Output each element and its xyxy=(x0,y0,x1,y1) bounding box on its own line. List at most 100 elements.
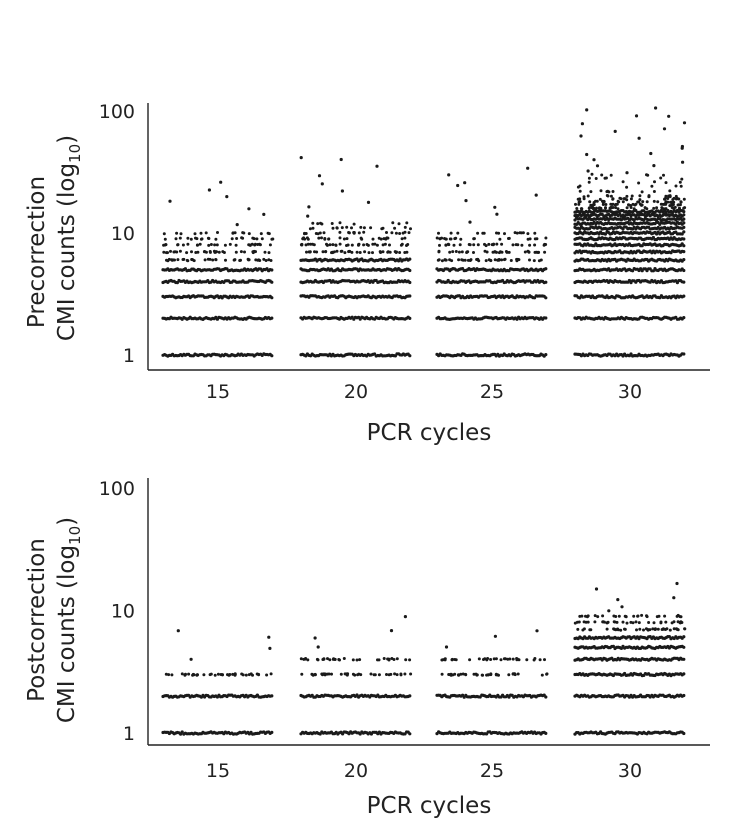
data-point xyxy=(304,657,308,660)
data-point xyxy=(577,620,581,624)
data-point xyxy=(209,672,213,676)
data-point xyxy=(677,206,681,210)
data-point xyxy=(195,673,199,677)
data-point xyxy=(217,250,221,254)
data-point xyxy=(456,231,460,235)
data-point xyxy=(600,173,604,177)
y-axis-label-main: CMI counts (log xyxy=(54,163,80,341)
data-point xyxy=(577,202,581,206)
data-point xyxy=(682,672,686,676)
data-point xyxy=(640,613,644,617)
data-point xyxy=(668,195,672,199)
data-point xyxy=(651,269,656,273)
data-point xyxy=(655,615,659,619)
data-point xyxy=(496,673,500,677)
data-point xyxy=(350,226,353,230)
data-point xyxy=(674,194,678,198)
data-point xyxy=(652,621,656,625)
data-point xyxy=(641,200,645,204)
data-point xyxy=(371,237,375,241)
data-point xyxy=(659,202,663,206)
data-point xyxy=(243,250,246,254)
data-point xyxy=(476,231,480,235)
data-point xyxy=(350,243,354,247)
data-points xyxy=(161,106,687,358)
data-point xyxy=(313,250,316,254)
data-point xyxy=(327,237,331,241)
data-point xyxy=(651,627,655,631)
data-point xyxy=(335,249,339,253)
data-point xyxy=(476,243,480,247)
data-point xyxy=(178,249,182,253)
data-point xyxy=(263,250,267,254)
data-point xyxy=(216,672,220,676)
x-tick-label: 20 xyxy=(344,381,368,403)
data-point xyxy=(435,236,439,240)
data-point xyxy=(611,190,615,193)
data-point xyxy=(400,237,404,241)
data-point xyxy=(408,294,412,298)
data-point xyxy=(377,673,381,677)
data-point xyxy=(506,657,510,661)
data-point xyxy=(544,267,548,271)
data-point xyxy=(680,146,684,150)
data-point xyxy=(608,206,612,210)
data-point xyxy=(592,158,596,162)
data-point xyxy=(682,352,686,356)
y-axis-label-line1: Precorrection xyxy=(24,176,50,328)
data-point xyxy=(605,627,609,631)
data-point xyxy=(382,657,386,660)
data-point xyxy=(487,673,490,677)
data-point xyxy=(601,203,605,206)
data-point xyxy=(408,658,412,662)
data-point xyxy=(190,250,193,254)
data-point xyxy=(631,202,635,206)
data-point xyxy=(391,221,395,225)
data-point xyxy=(682,657,686,661)
data-point xyxy=(322,231,326,235)
data-point xyxy=(494,657,498,661)
data-point xyxy=(306,658,310,662)
data-point xyxy=(664,207,668,211)
y-axis-label-sub: 10 xyxy=(66,526,84,545)
data-point xyxy=(328,658,332,662)
data-point xyxy=(404,658,408,662)
data-point xyxy=(452,243,456,247)
data-point xyxy=(438,237,442,241)
data-point xyxy=(213,250,217,254)
x-tick-label: 15 xyxy=(206,381,230,403)
data-point xyxy=(178,236,182,240)
data-point xyxy=(675,581,679,586)
data-point xyxy=(683,627,687,631)
data-point xyxy=(328,243,332,247)
data-point xyxy=(406,243,410,246)
data-point xyxy=(450,658,454,662)
data-point xyxy=(611,197,615,201)
data-point xyxy=(647,194,651,198)
data-point xyxy=(367,251,371,255)
data-point xyxy=(189,657,193,661)
data-point xyxy=(545,672,549,676)
data-point xyxy=(638,202,642,206)
data-point xyxy=(629,197,633,201)
data-point xyxy=(325,243,329,247)
data-point xyxy=(482,658,485,661)
data-point xyxy=(646,173,650,177)
data-point xyxy=(472,251,475,254)
data-point xyxy=(659,176,663,180)
data-point xyxy=(681,160,685,164)
data-point xyxy=(179,232,183,236)
data-point xyxy=(592,206,596,210)
data-point xyxy=(238,259,242,262)
data-point xyxy=(460,250,464,254)
data-point xyxy=(317,236,321,240)
data-point xyxy=(528,243,532,247)
x-tick-label: 30 xyxy=(618,760,642,782)
data-point xyxy=(670,621,674,625)
data-point xyxy=(251,673,254,677)
data-point xyxy=(682,206,686,210)
y-tick-label: 100 xyxy=(99,478,135,500)
data-point xyxy=(352,231,356,235)
data-point xyxy=(579,207,583,211)
data-point xyxy=(481,673,485,677)
